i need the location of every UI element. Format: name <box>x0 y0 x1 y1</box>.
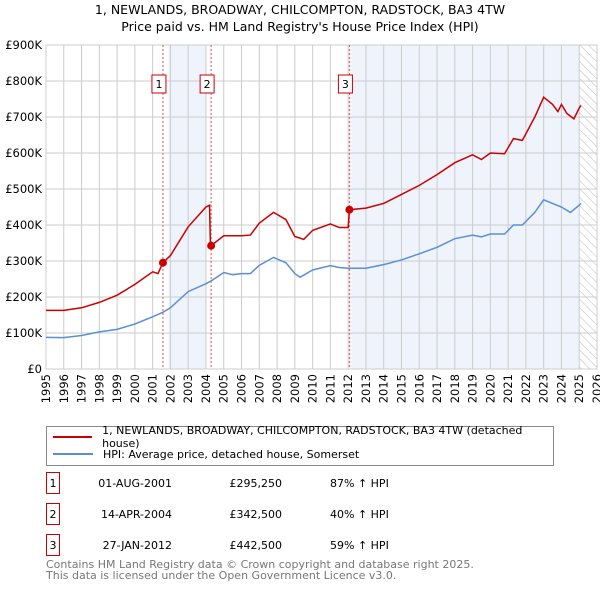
sale-point <box>345 205 354 214</box>
x-tick-label: 2016 <box>412 374 426 403</box>
y-tick-label: £200K <box>5 290 42 304</box>
sale-price: £342,500 <box>229 507 283 521</box>
x-tick-label: 2010 <box>306 374 320 403</box>
plot-area: 1995 1996 1997 1998 1999 2000 2001 2002 2003 2004… <box>5 38 600 403</box>
legend-swatch-hpi <box>53 453 93 455</box>
x-tick-label: 2009 <box>288 374 302 403</box>
x-tick-label: 2022 <box>519 374 533 403</box>
sale-hpi-diff: 87% ↑ HPI <box>330 476 389 490</box>
sale-hpi-diff: 40% ↑ HPI <box>330 507 389 521</box>
x-tick-label: 2017 <box>430 374 444 403</box>
x-tick-label: 1997 <box>75 374 89 403</box>
shaded-period <box>349 45 580 369</box>
legend-label-property: 1, NEWLANDS, BROADWAY, CHILCOMPTON, RADS… <box>102 424 523 450</box>
x-tick-label: 2018 <box>448 374 462 403</box>
sale-label: 1 <box>155 78 162 91</box>
x-tick-label: 2019 <box>466 374 480 403</box>
y-tick-label: £800K <box>5 74 42 88</box>
x-tick-label: 2003 <box>181 374 195 403</box>
x-tick-label: 2020 <box>483 374 497 403</box>
sale-date: 27-JAN-2012 <box>102 538 172 552</box>
x-tick-label: 2000 <box>128 374 142 403</box>
sale-date: 14-APR-2004 <box>100 507 172 521</box>
legend-label-hpi: HPI: Average price, detached house, Some… <box>103 447 360 461</box>
x-tick-label: 2011 <box>323 374 337 403</box>
sale-date: 01-AUG-2001 <box>98 476 172 490</box>
sale-row: 3 27-JAN-2012 £442,500 59% ↑ HPI <box>46 534 389 556</box>
sale-label: 2 <box>204 78 211 91</box>
x-tick-label: 1996 <box>57 374 71 403</box>
y-tick-label: £100K <box>5 326 42 340</box>
x-tick-label: 2026 <box>590 374 600 403</box>
x-tick-label: 2012 <box>341 374 355 403</box>
x-tick-label: 1998 <box>92 374 106 403</box>
footer-line-1: Contains HM Land Registry data © Crown c… <box>46 558 474 571</box>
sale-label: 3 <box>342 78 349 91</box>
chart-subtitle: Price paid vs. HM Land Registry's House … <box>121 19 479 34</box>
x-tick-label: 2025 <box>572 374 586 403</box>
sale-number: 1 <box>46 472 60 494</box>
sale-label-box <box>337 74 353 94</box>
forecast-hatch <box>579 45 597 369</box>
x-tick-label: 2023 <box>537 374 551 403</box>
sale-point <box>158 258 167 267</box>
legend: 1, NEWLANDS, BROADWAY, CHILCOMPTON, RADS… <box>46 424 554 466</box>
y-tick-label: £700K <box>5 110 42 124</box>
x-tick-label: 2004 <box>199 374 213 403</box>
x-tick-label: 2021 <box>501 374 515 403</box>
sale-point <box>207 241 216 250</box>
sale-label-box <box>199 74 215 94</box>
sale-label-box <box>151 74 167 94</box>
y-tick-label: £500K <box>5 182 42 196</box>
sale-row: 2 14-APR-2004 £342,500 40% ↑ HPI <box>46 503 389 525</box>
shaded-period <box>168 45 206 369</box>
x-tick-label: 2013 <box>359 374 373 403</box>
x-tick-label: 2015 <box>394 374 408 403</box>
sale-number: 2 <box>46 503 60 525</box>
y-tick-label: £900K <box>5 38 42 52</box>
plot-border <box>45 44 598 370</box>
x-tick-label: 2024 <box>554 374 568 403</box>
chart-title: 1, NEWLANDS, BROADWAY, CHILCOMPTON, RADS… <box>94 2 506 17</box>
x-tick-label: 1995 <box>39 374 53 403</box>
x-tick-label: 2006 <box>235 374 249 403</box>
y-tick-label: £600K <box>5 146 42 160</box>
footer: Contains HM Land Registry data © Crown c… <box>46 559 474 581</box>
y-tick-label: £400K <box>5 218 42 232</box>
y-tick-label: £0 <box>27 362 42 376</box>
y-tick-label: £300K <box>5 254 42 268</box>
legend-swatch-property <box>53 436 93 438</box>
x-tick-label: 1999 <box>110 374 124 403</box>
x-tick-label: 2002 <box>163 374 177 403</box>
x-tick-label: 2008 <box>270 374 284 403</box>
footer-line-2: This data is licensed under the Open Gov… <box>46 569 397 582</box>
x-tick-label: 2005 <box>217 374 231 403</box>
sale-hpi-diff: 59% ↑ HPI <box>330 538 389 552</box>
sale-row: 1 01-AUG-2001 £295,250 87% ↑ HPI <box>46 472 389 494</box>
sale-price: £442,500 <box>229 538 283 552</box>
sale-number: 3 <box>46 534 60 556</box>
sale-price: £295,250 <box>229 476 283 490</box>
x-tick-label: 2014 <box>377 374 391 403</box>
hpi-line <box>45 198 582 339</box>
x-tick-label: 2007 <box>252 374 266 403</box>
x-tick-label: 2001 <box>146 374 160 403</box>
